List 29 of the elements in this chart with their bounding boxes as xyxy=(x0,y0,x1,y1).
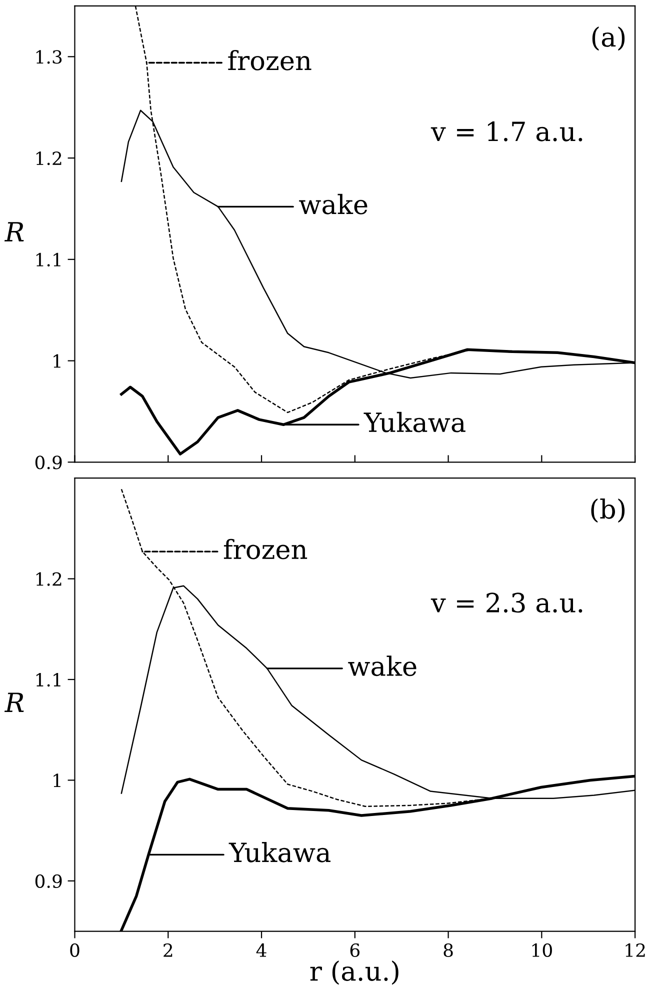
x-tick-label: 10 xyxy=(532,943,552,958)
x-tick-label: 12 xyxy=(626,943,645,957)
y-tick-label: 1.3 xyxy=(36,50,62,64)
x-tick-label: 2 xyxy=(164,943,172,957)
legend-label: wake xyxy=(299,194,368,214)
x-tick-label: 4 xyxy=(256,943,266,957)
y-tick-label: 1.2 xyxy=(36,151,62,166)
x-axis-title: r (a.u.) xyxy=(310,960,398,985)
legend-label: wake xyxy=(348,656,416,676)
y-tick-label: 1 xyxy=(54,354,60,368)
y-axis-title: R xyxy=(4,222,24,242)
x-tick-label: 6 xyxy=(350,943,360,958)
y-tick-label: 1.2 xyxy=(36,572,62,586)
annotation: v = 2.3 a.u. xyxy=(430,592,582,613)
annotation: (a) xyxy=(592,26,625,51)
y-tick-label: 1.1 xyxy=(36,672,60,687)
y-tick-label: 1.1 xyxy=(36,252,60,267)
y-tick-label: 1 xyxy=(54,774,60,788)
annotation: (b) xyxy=(591,498,625,523)
y-tick-label: 0.9 xyxy=(35,874,62,888)
legend-label: Yukawa xyxy=(228,842,330,862)
y-axis-title: R xyxy=(4,692,24,712)
annotation: v = 1.7 a.u. xyxy=(430,121,582,142)
legend-label: Yukawa xyxy=(364,412,466,432)
legend-label: frozen xyxy=(224,538,308,560)
legend-label: frozen xyxy=(228,50,312,70)
x-tick-label: 0 xyxy=(70,943,80,958)
y-tick-label: 0.9 xyxy=(35,456,62,470)
x-tick-label: 8 xyxy=(444,943,453,958)
